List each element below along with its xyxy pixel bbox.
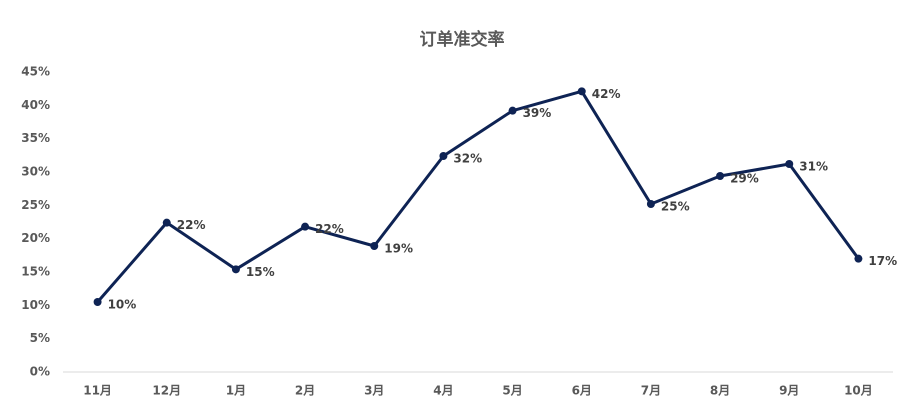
point bbox=[162, 218, 171, 227]
point bbox=[231, 265, 240, 274]
x-tick-label: 4月 bbox=[433, 384, 453, 398]
x-tick-label: 2月 bbox=[295, 384, 315, 398]
data-label: 10% bbox=[108, 298, 137, 312]
data-label: 32% bbox=[453, 152, 482, 166]
point bbox=[508, 106, 517, 115]
x-tick-label: 9月 bbox=[779, 384, 799, 398]
point bbox=[716, 172, 725, 180]
y-tick-label: 25% bbox=[21, 198, 50, 212]
x-tick-label: 1月 bbox=[226, 384, 246, 398]
y-tick-label: 5% bbox=[30, 331, 50, 345]
y-tick-label: 45% bbox=[21, 65, 50, 79]
x-tick-label: 3月 bbox=[364, 384, 384, 398]
y-tick-label: 35% bbox=[21, 131, 50, 145]
data-label: 22% bbox=[315, 222, 344, 236]
x-tick-label: 11月 bbox=[83, 384, 112, 398]
y-tick-label: 40% bbox=[21, 98, 50, 112]
data-label: 25% bbox=[661, 200, 690, 214]
point bbox=[93, 298, 102, 306]
x-tick-label: 12月 bbox=[152, 384, 181, 398]
point bbox=[646, 200, 655, 208]
y-tick-label: 20% bbox=[21, 231, 50, 245]
x-tick-label: 6月 bbox=[572, 384, 592, 398]
data-label: 42% bbox=[592, 87, 621, 101]
data-label: 39% bbox=[523, 106, 552, 120]
chart-title: 订单准交率 bbox=[420, 29, 505, 50]
y-tick-label: 30% bbox=[21, 165, 50, 179]
data-label: 19% bbox=[384, 242, 413, 256]
x-tick-label: 10月 bbox=[844, 384, 873, 398]
data-label: 29% bbox=[730, 172, 759, 186]
x-tick-label: 5月 bbox=[502, 384, 522, 398]
y-tick-label: 15% bbox=[21, 265, 50, 279]
y-tick-label: 10% bbox=[21, 298, 50, 312]
data-label: 15% bbox=[246, 265, 275, 279]
point bbox=[301, 222, 310, 231]
x-tick-label: 8月 bbox=[710, 384, 730, 398]
point bbox=[854, 254, 863, 263]
data-label: 31% bbox=[799, 160, 828, 174]
data-label: 17% bbox=[868, 254, 897, 268]
point bbox=[577, 87, 586, 96]
x-tick-label: 7月 bbox=[641, 384, 661, 398]
point bbox=[439, 152, 448, 160]
point bbox=[370, 242, 379, 250]
point bbox=[785, 160, 794, 168]
y-tick-label: 0% bbox=[30, 365, 50, 379]
line-series bbox=[96, 89, 860, 303]
data-label: 22% bbox=[177, 218, 206, 232]
